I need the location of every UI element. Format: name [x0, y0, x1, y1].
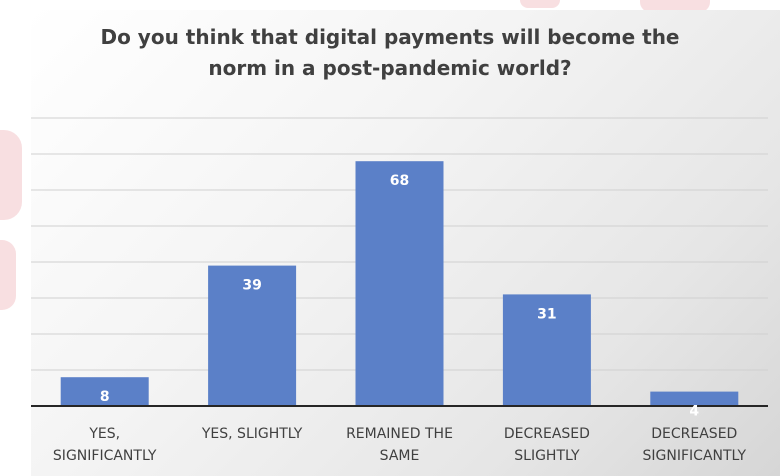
- category-label-line: YES, SLIGHTLY: [201, 426, 303, 442]
- category-label-line: SAME: [380, 448, 420, 464]
- background-decoration: [0, 130, 22, 220]
- category-label: DECREASED SIGNIFICANTLY: [643, 426, 747, 464]
- category-label-line: DECREASED: [504, 426, 590, 442]
- bar-value-label: 39: [242, 278, 261, 294]
- bars: [60, 161, 739, 406]
- background-decoration: [520, 0, 560, 8]
- category-label-line: SLIGHTLY: [514, 448, 580, 464]
- bar: [355, 161, 444, 406]
- background-decoration: [0, 240, 16, 310]
- category-label-line: SIGNIFICANTLY: [53, 448, 157, 464]
- category-label-line: DECREASED: [651, 426, 737, 442]
- category-label-line: YES,: [88, 426, 120, 442]
- bar: [650, 391, 739, 406]
- category-label: DECREASED SLIGHTLY: [504, 426, 590, 464]
- bar: [60, 377, 149, 406]
- category-label: YES, SIGNIFICANTLY: [53, 426, 157, 464]
- bar: [208, 265, 297, 406]
- category-label-line: REMAINED THE: [346, 426, 453, 442]
- bar-value-labels: 8 39 68 31 4: [100, 173, 700, 419]
- category-label: REMAINED THE SAME: [346, 426, 453, 464]
- category-labels: YES, SIGNIFICANTLY YES, SLIGHTLY REMAINED T…: [53, 426, 747, 464]
- bar: [502, 294, 591, 406]
- chart-title: Do you think that digital payments will …: [100, 25, 680, 80]
- background-decoration: [640, 0, 710, 12]
- bar-value-label: 8: [100, 389, 110, 405]
- bar-value-label: 4: [689, 404, 699, 420]
- category-label: YES, SLIGHTLY: [201, 426, 303, 442]
- bar-value-label: 31: [537, 306, 556, 322]
- bar-value-label: 68: [390, 173, 409, 189]
- category-label-line: SIGNIFICANTLY: [643, 448, 747, 464]
